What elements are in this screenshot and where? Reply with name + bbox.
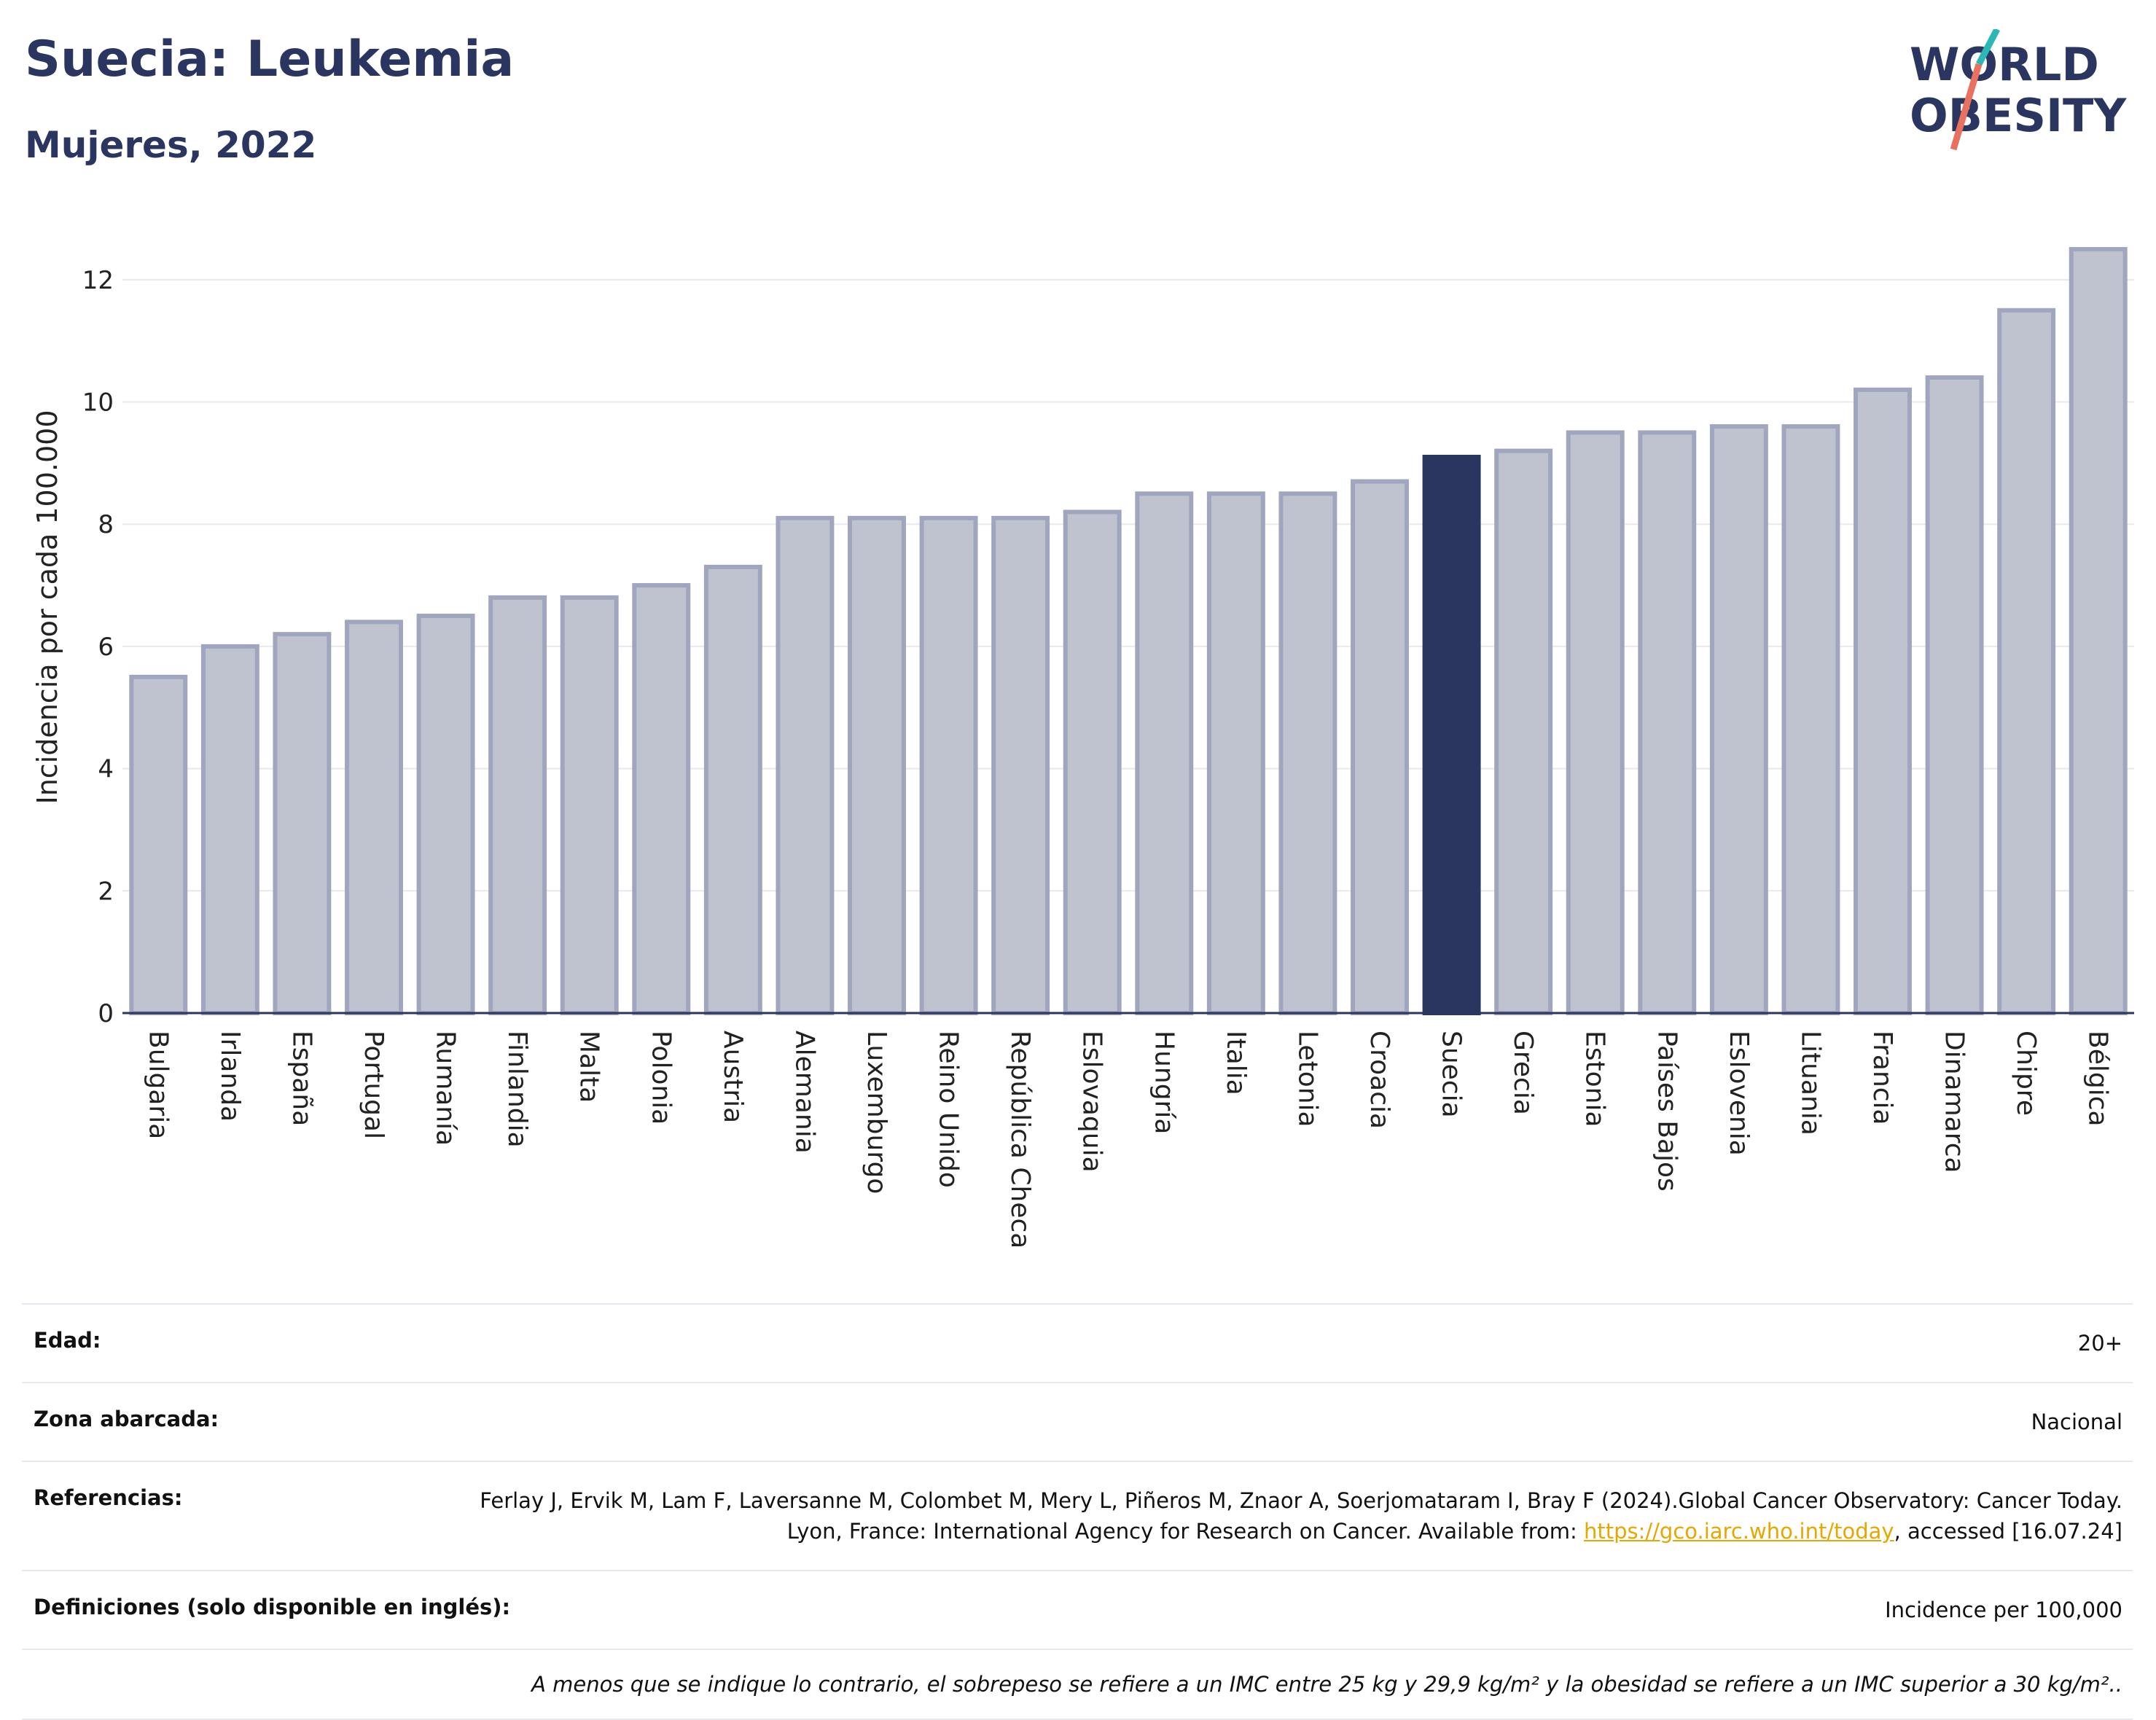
bar-bulgaria bbox=[129, 674, 188, 1015]
zona-value: Nacional bbox=[2031, 1410, 2122, 1434]
y-axis-label: Incidencia por cada 100.000 bbox=[31, 410, 63, 804]
x-tick-label: Eslovenia bbox=[1724, 1031, 1754, 1156]
bar-finlandia bbox=[488, 595, 547, 1015]
bars bbox=[129, 246, 2128, 1016]
x-tick-label: Reino Unido bbox=[934, 1031, 964, 1188]
y-axis-ticks: 0 2 4 6 8 10 12 bbox=[82, 266, 114, 1028]
definiciones-label: Definiciones (solo disponible en inglés)… bbox=[34, 1595, 511, 1619]
bar-eslovaquia bbox=[1063, 509, 1122, 1015]
x-tick-label: Estonia bbox=[1580, 1031, 1610, 1127]
bar-eslovenia bbox=[1709, 424, 1768, 1015]
info-row-zona: Zona abarcada: Nacional bbox=[22, 1382, 2133, 1461]
bar-chart: 0 2 4 6 8 10 12 Bulgaria Irlanda España Portugal R… bbox=[31, 246, 2134, 1248]
x-tick-label: Suecia bbox=[1437, 1031, 1466, 1118]
bar-italia bbox=[1206, 491, 1265, 1015]
logo-line-1: WORLD bbox=[1910, 38, 2099, 91]
logo-slash-teal bbox=[1976, 29, 2000, 66]
bar-letonia bbox=[1278, 491, 1337, 1015]
x-tick-label: Países Bajos bbox=[1652, 1031, 1682, 1192]
bar-república-checa bbox=[991, 515, 1050, 1015]
bar-irlanda bbox=[200, 644, 259, 1016]
bar-lituania bbox=[1781, 424, 1840, 1015]
edad-value: 20+ bbox=[2077, 1331, 2122, 1356]
definiciones-value: Incidence per 100,000 bbox=[1885, 1598, 2122, 1622]
world-obesity-logo: WORLD OBESITY bbox=[1910, 29, 2127, 151]
x-tick-label: Francia bbox=[1867, 1031, 1897, 1125]
bar-hungría bbox=[1135, 491, 1194, 1015]
logo-line-2: OBESITY bbox=[1910, 89, 2127, 142]
bar-reino-unido bbox=[919, 515, 978, 1015]
x-tick-label: Portugal bbox=[359, 1031, 388, 1139]
bar-portugal bbox=[345, 619, 403, 1015]
referencias-value: Ferlay J, Ervik M, Lam F, Laversanne M, … bbox=[32, 1485, 2122, 1547]
x-tick-label: Alemania bbox=[789, 1031, 819, 1154]
x-tick-label: Irlanda bbox=[215, 1031, 245, 1122]
y-tick-label: 6 bbox=[98, 633, 114, 662]
bar-suecia bbox=[1422, 455, 1481, 1015]
bar-malta bbox=[560, 595, 619, 1015]
x-tick-label: Eslovaquia bbox=[1077, 1031, 1107, 1173]
x-tick-label: Luxemburgo bbox=[862, 1031, 891, 1194]
bar-austria bbox=[703, 564, 762, 1015]
referencias-link[interactable]: https://gco.iarc.who.int/today bbox=[1583, 1519, 1894, 1544]
info-row-definiciones: Definiciones (solo disponible en inglés)… bbox=[22, 1570, 2133, 1649]
x-tick-label: Finlandia bbox=[502, 1031, 532, 1148]
referencias-text: Ferlay J, Ervik M, Lam F, Laversanne M, … bbox=[480, 1488, 2122, 1544]
x-axis-ticks: Bulgaria Irlanda España Portugal Rumanía Finl… bbox=[143, 1031, 2112, 1248]
logo-slash-coral bbox=[1950, 63, 1983, 151]
referencias-accessed: , accessed [16.07.24] bbox=[1894, 1519, 2122, 1544]
x-tick-label: Polonia bbox=[646, 1031, 676, 1125]
bar-croacia bbox=[1351, 479, 1409, 1015]
x-tick-label: Bélgica bbox=[2083, 1031, 2113, 1127]
footnote: A menos que se indique lo contrario, el … bbox=[22, 1649, 2133, 1720]
y-tick-label: 2 bbox=[98, 877, 114, 906]
bar-grecia bbox=[1494, 448, 1553, 1015]
x-tick-label: Rumanía bbox=[431, 1031, 461, 1146]
bar-luxemburgo bbox=[848, 515, 906, 1015]
edad-label: Edad: bbox=[34, 1328, 101, 1353]
bar-estonia bbox=[1566, 430, 1625, 1015]
x-tick-label: Malta bbox=[574, 1031, 604, 1103]
bar-alemania bbox=[776, 515, 835, 1015]
info-row-edad: Edad: 20+ bbox=[22, 1303, 2133, 1382]
y-tick-label: 12 bbox=[82, 266, 114, 295]
referencias-label: Referencias: bbox=[34, 1485, 183, 1510]
chart-subtitle: Mujeres, 2022 bbox=[25, 124, 317, 166]
x-tick-label: Lituania bbox=[1795, 1031, 1825, 1135]
x-tick-label: Croacia bbox=[1364, 1031, 1394, 1129]
chart-title: Suecia: Leukemia bbox=[25, 31, 515, 88]
x-tick-label: Bulgaria bbox=[143, 1031, 173, 1139]
x-tick-label: Italia bbox=[1221, 1031, 1251, 1095]
x-tick-label: Chipre bbox=[2011, 1031, 2041, 1116]
info-table: Edad: 20+ Zona abarcada: Nacional Refere… bbox=[22, 1303, 2133, 1720]
x-tick-label: Grecia bbox=[1508, 1031, 1538, 1115]
bar-países-bajos bbox=[1638, 430, 1697, 1015]
x-tick-label: República Checa bbox=[1005, 1031, 1035, 1248]
y-tick-label: 8 bbox=[98, 510, 114, 539]
y-tick-label: 4 bbox=[98, 755, 114, 784]
bar-chipre bbox=[1997, 308, 2056, 1015]
x-tick-label: España bbox=[286, 1031, 316, 1126]
y-tick-label: 10 bbox=[82, 388, 114, 418]
x-tick-label: Hungría bbox=[1149, 1031, 1179, 1134]
y-tick-label: 0 bbox=[98, 999, 114, 1028]
bar-polonia bbox=[632, 583, 691, 1015]
info-row-referencias: Referencias: Ferlay J, Ervik M, Lam F, L… bbox=[22, 1461, 2133, 1570]
zona-label: Zona abarcada: bbox=[34, 1407, 219, 1431]
bar-francia bbox=[1854, 387, 1912, 1015]
x-tick-label: Austria bbox=[718, 1031, 748, 1123]
bar-españa bbox=[273, 632, 332, 1015]
x-tick-label: Dinamarca bbox=[1940, 1031, 1969, 1173]
x-tick-label: Letonia bbox=[1292, 1031, 1322, 1127]
bar-rumanía bbox=[416, 614, 475, 1015]
bar-dinamarca bbox=[1925, 375, 1984, 1015]
bar-bélgica bbox=[2069, 246, 2128, 1015]
